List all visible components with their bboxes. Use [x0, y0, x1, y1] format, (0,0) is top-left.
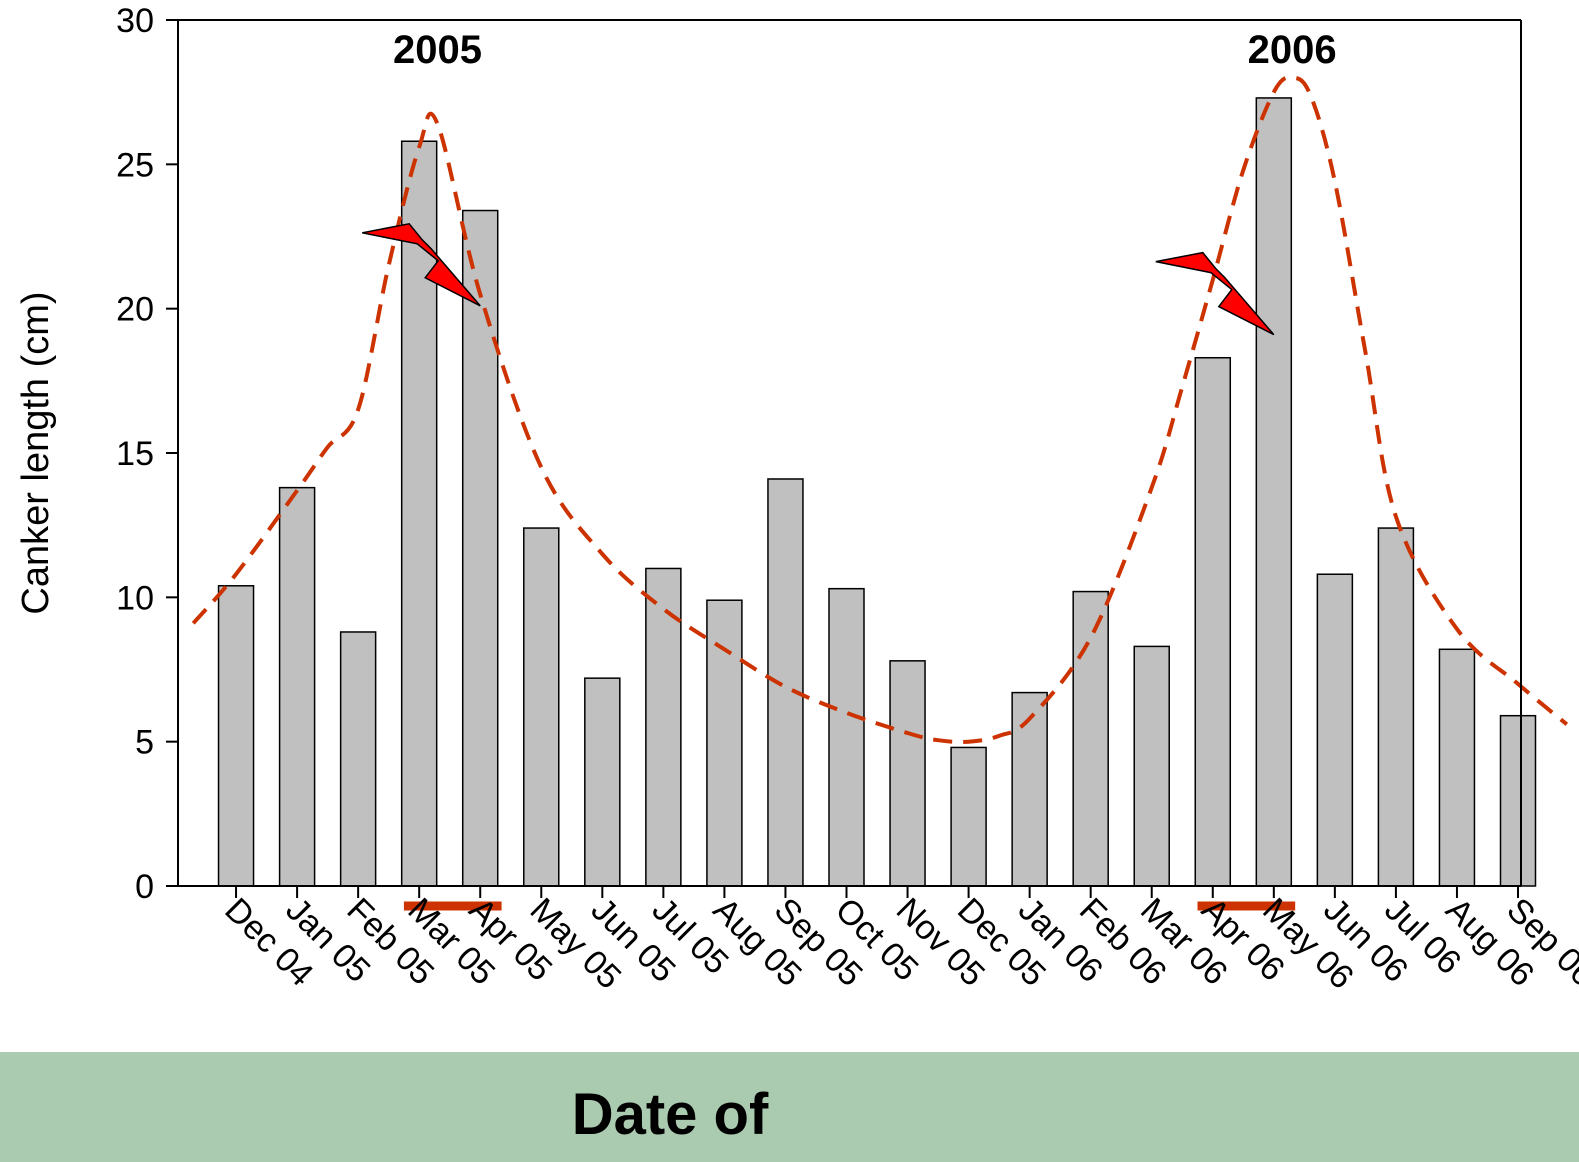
chart-area: 0 5 10 15 20 25 30 Dec 04 Jan 05 Feb 05 Mar 05 Apr … [15, 2, 1579, 996]
bar [1316, 573, 1354, 887]
bar [1499, 714, 1537, 887]
trend-layer [191, 75, 1569, 744]
bar [767, 478, 804, 887]
y-axis-title: Canker length (cm) [15, 291, 57, 614]
bar [889, 660, 926, 887]
bar [1438, 648, 1476, 887]
y-tick-label: 25 [116, 146, 154, 184]
bar [584, 677, 621, 887]
y-tick-label: 30 [116, 2, 154, 40]
bar [1255, 97, 1293, 887]
lightning-bolt-icon [1155, 251, 1275, 336]
lightning-layer [362, 222, 1275, 336]
trend-line [191, 75, 1569, 744]
bar [523, 527, 560, 887]
bar [461, 209, 499, 887]
bar [828, 587, 865, 887]
bar [1377, 527, 1415, 887]
bars-layer [217, 97, 1537, 887]
bar [1072, 590, 1109, 887]
year-annotation: 2005 [393, 28, 482, 72]
y-tick-label: 5 [135, 724, 154, 762]
bar [217, 585, 255, 887]
lightning-bolt-icon [362, 222, 481, 307]
bar [1011, 691, 1048, 887]
bar [339, 631, 377, 887]
axes-layer [166, 19, 1522, 898]
year-annotation: 2006 [1248, 28, 1337, 72]
y-tick-label: 0 [135, 868, 154, 906]
footer-title: Date of [571, 1082, 769, 1147]
bar [278, 486, 316, 887]
bar [1194, 356, 1232, 887]
bar [645, 567, 682, 887]
y-tick-label: 10 [116, 579, 154, 617]
bar [400, 140, 438, 887]
bar [1133, 645, 1170, 887]
y-tick-label: 20 [116, 291, 154, 329]
bar [950, 746, 987, 887]
bar [706, 599, 743, 887]
y-tick-label: 15 [116, 435, 154, 473]
footer-band: Date of [0, 1052, 1579, 1162]
